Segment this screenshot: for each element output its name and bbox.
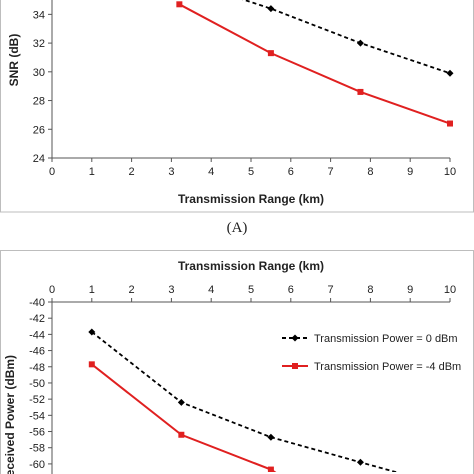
x-tick-label: 7: [328, 284, 334, 296]
legend-marker-0: [291, 334, 299, 342]
data-point-1: [267, 466, 274, 472]
x-tick-label: 0: [49, 166, 55, 178]
x-tick-label: 10: [444, 284, 456, 296]
data-point-1: [88, 361, 95, 368]
data-point-0: [177, 398, 185, 406]
chart-received-power: Transmission Range (km) 0 1 2 3 4 5 6 7 8 9 10 -40 -4…: [0, 250, 474, 474]
panel-caption-a: (A): [226, 220, 248, 236]
x-axis-title: Transmission Range (km): [178, 259, 324, 273]
y-tick-label: 34: [33, 9, 45, 21]
data-point-1: [267, 50, 274, 57]
x-tick-label: 6: [288, 166, 294, 178]
y-tick-label: -60: [29, 459, 45, 471]
x-axis-title: Transmission Range (km): [178, 192, 324, 206]
x-tick-label: 7: [328, 166, 334, 178]
data-point-0: [88, 328, 96, 336]
legend-label-1: Transmission Power = -4 dBm: [314, 361, 461, 373]
data-point-1: [178, 431, 185, 438]
legend-marker-1: [292, 363, 298, 369]
data-point-0: [356, 458, 364, 466]
y-tick-label: 30: [33, 67, 45, 79]
y-tick-label: 32: [33, 38, 45, 50]
plot-area: [88, 328, 399, 472]
data-point-0: [267, 433, 275, 441]
data-point-1: [447, 120, 453, 127]
y-tick-label: 26: [33, 124, 45, 136]
x-tick-label: 3: [168, 284, 174, 296]
y-tick-label: -52: [29, 394, 45, 406]
series-line-0: [241, 0, 451, 75]
x-tick-label: 1: [89, 166, 95, 178]
x-tick-label: 4: [208, 284, 214, 296]
y-tick-label: -44: [29, 329, 45, 341]
x-tick-label: 9: [407, 166, 413, 178]
x-tick-label: 9: [407, 284, 413, 296]
y-tick-label: -46: [29, 346, 45, 358]
x-tick-label: 5: [248, 284, 254, 296]
y-tick-label: 28: [33, 96, 45, 108]
data-point-1: [176, 1, 183, 8]
y-tick-label: -50: [29, 378, 45, 390]
y-tick-label: -42: [29, 313, 45, 325]
y-tick-label: -40: [29, 297, 45, 309]
data-point-0: [446, 69, 454, 77]
data-point-0: [356, 39, 364, 47]
x-tick-label: 2: [129, 284, 135, 296]
x-tick-label: 1: [89, 284, 95, 296]
y-tick-label: -54: [29, 410, 45, 422]
y-tick-label: -56: [29, 427, 45, 439]
data-point-1: [357, 88, 364, 95]
x-tick-label: 8: [367, 166, 373, 178]
legend-label-0: Transmission Power = 0 dBm: [314, 333, 458, 345]
y-tick-label: 24: [33, 153, 45, 165]
x-tick-label: 4: [208, 166, 214, 178]
data-point-0: [267, 5, 275, 13]
x-tick-label: 5: [248, 166, 254, 178]
series-line-1: [91, 363, 277, 472]
x-tick-label: 2: [129, 166, 135, 178]
series-line-1: [178, 3, 451, 125]
y-axis-title: Received Power (dBm): [3, 355, 17, 474]
y-tick-label: -58: [29, 443, 45, 455]
x-tick-label: 6: [288, 284, 294, 296]
plot-area: [176, 0, 454, 127]
x-tick-label: 8: [367, 284, 373, 296]
y-axis-title: SNR (dB): [7, 34, 21, 87]
y-tick-label: -48: [29, 362, 45, 374]
legend: Transmission Power = 0 dBm Transmission P…: [282, 333, 461, 373]
x-tick-label: 10: [444, 166, 456, 178]
x-tick-label: 3: [168, 166, 174, 178]
x-tick-label: 0: [49, 284, 55, 296]
